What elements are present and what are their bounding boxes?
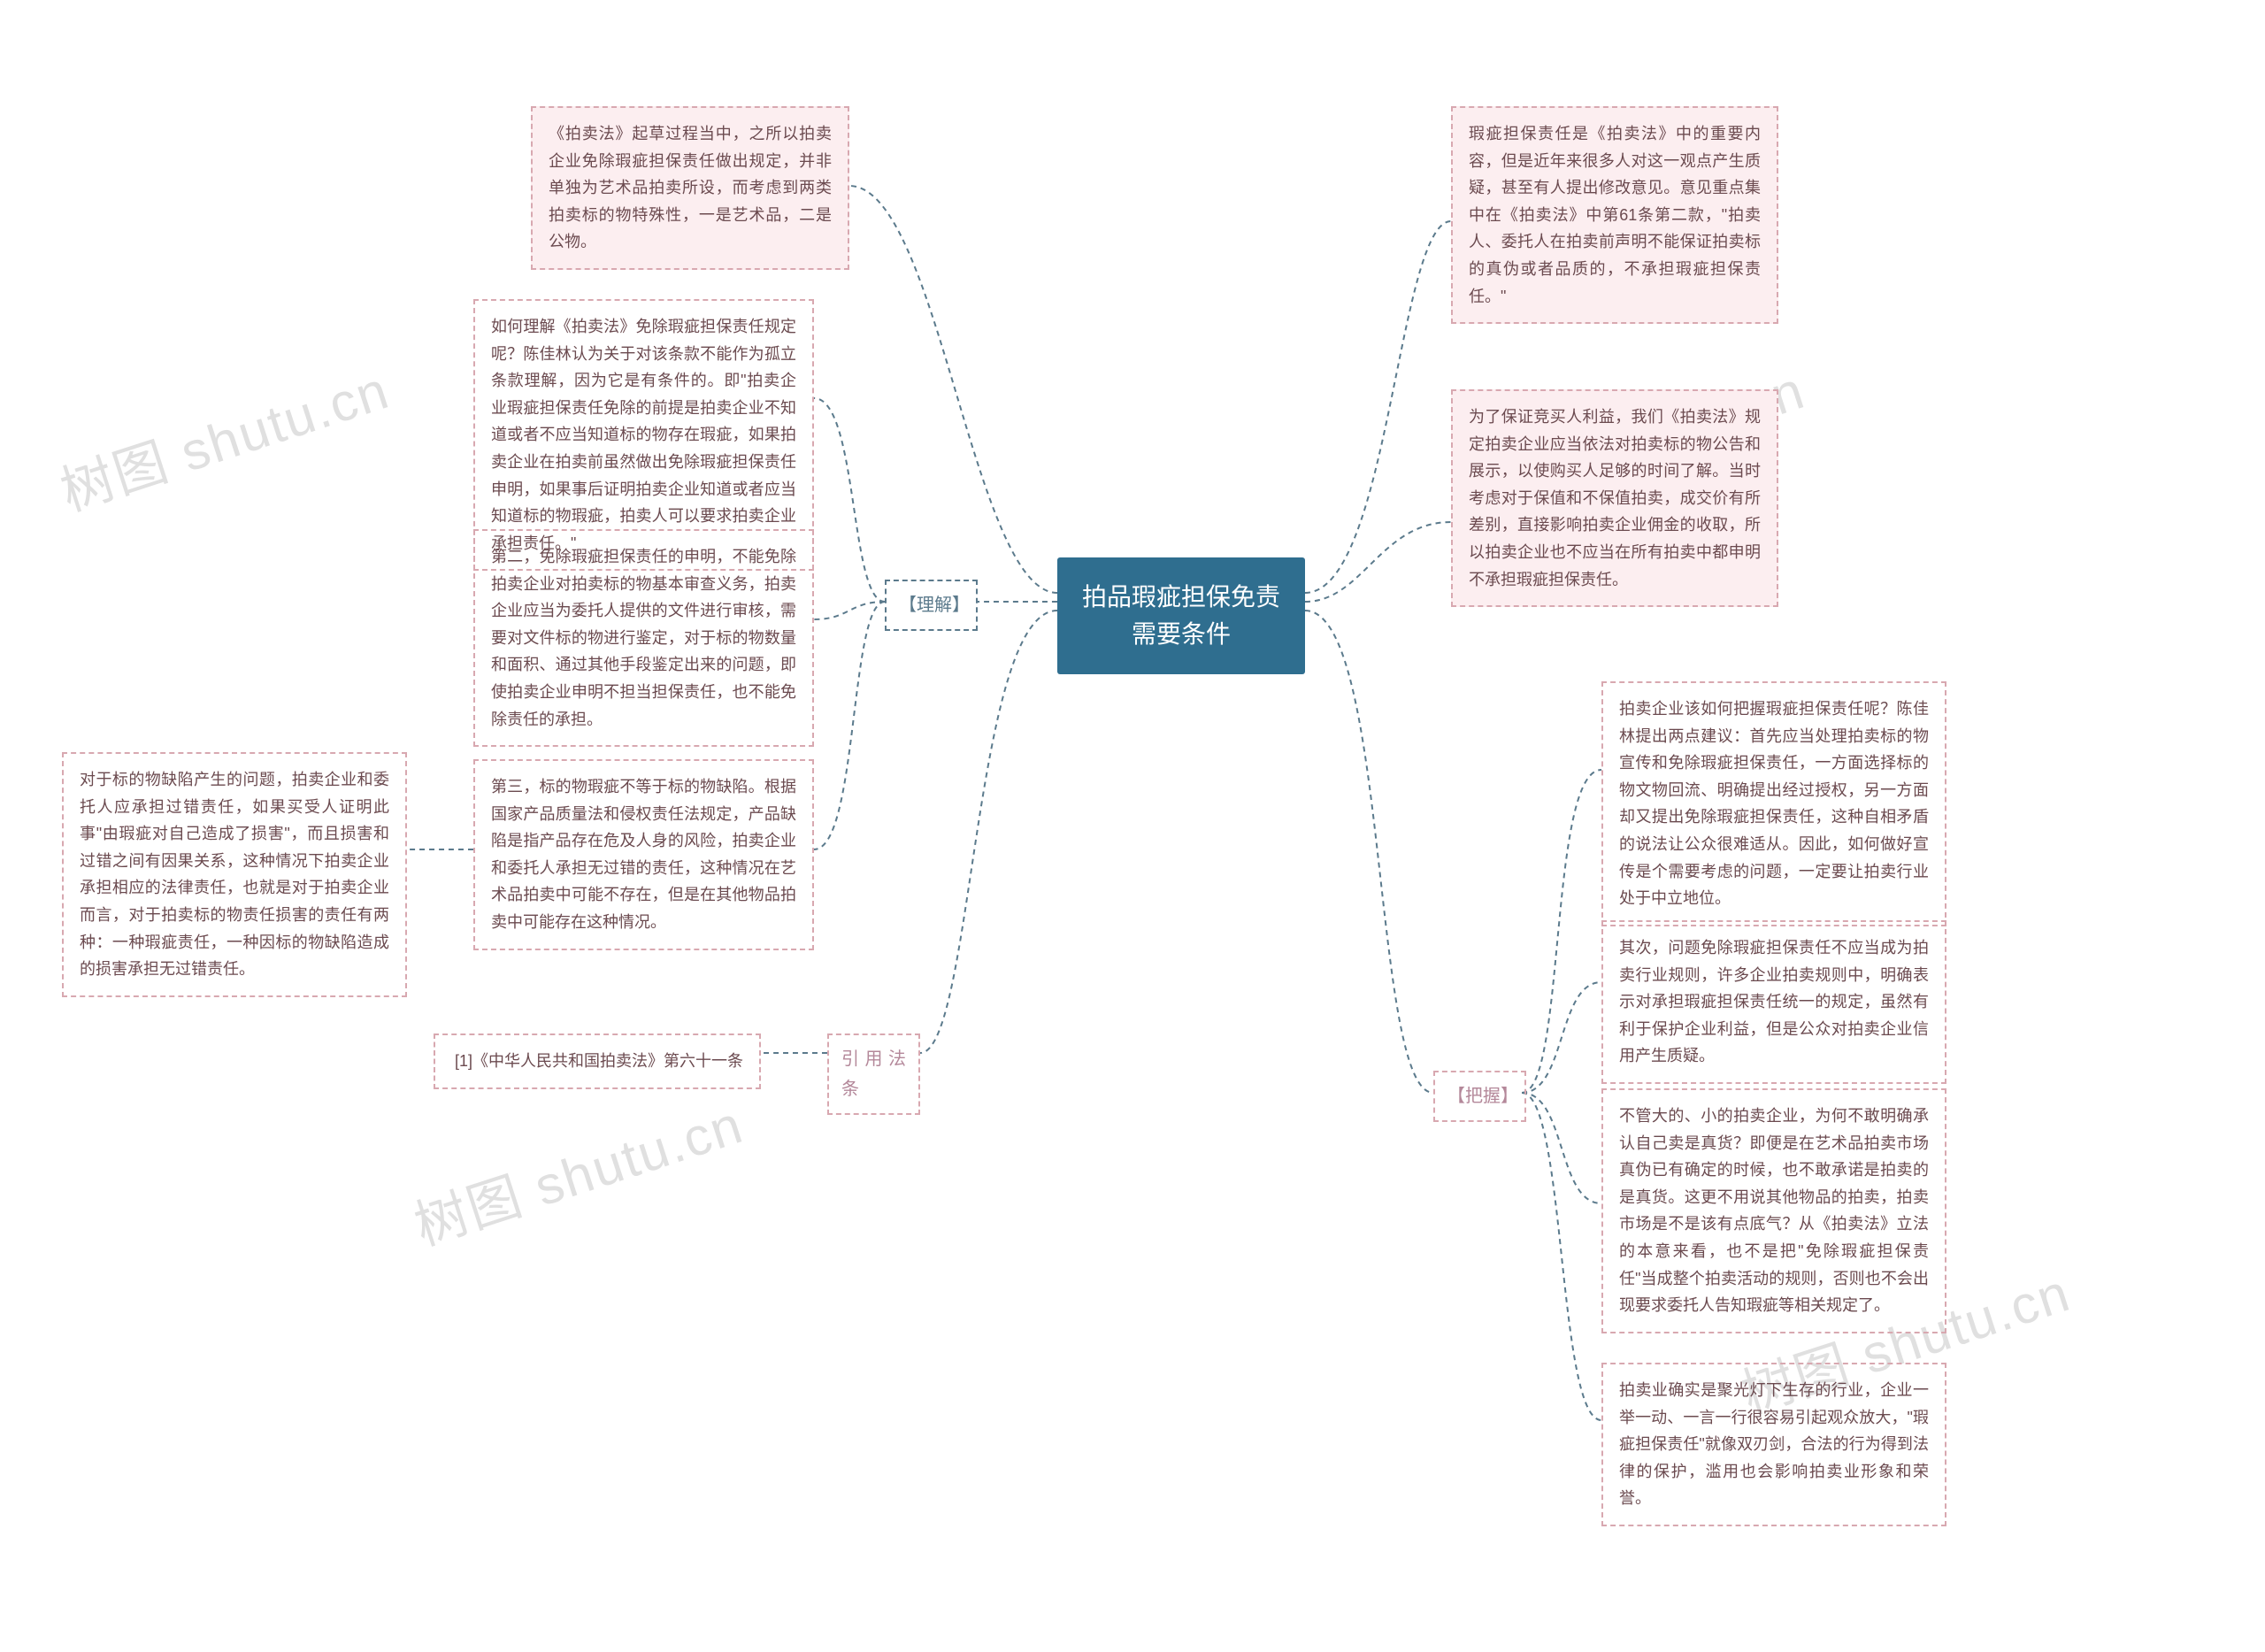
understand-label: 【理解】 bbox=[885, 580, 978, 631]
grasp-item-2: 其次，问题免除瑕疵担保责任不应当成为拍卖行业规则，许多企业拍卖规则中，明确表示对… bbox=[1601, 920, 1946, 1084]
grasp-item-1: 拍卖企业该如何把握瑕疵担保责任呢？陈佳林提出两点建议：首先应当处理拍卖标的物宣传… bbox=[1601, 681, 1946, 926]
watermark: 树图 shutu.cn bbox=[50, 348, 398, 526]
root-node: 拍品瑕疵担保免责需要条件 bbox=[1057, 557, 1305, 674]
left-top-pink: 《拍卖法》起草过程当中，之所以拍卖企业免除瑕疵担保责任做出规定，并非单独为艺术品… bbox=[531, 106, 849, 270]
grasp-label: 【把握】 bbox=[1433, 1071, 1526, 1122]
right-pink-1: 瑕疵担保责任是《拍卖法》中的重要内容，但是近年来很多人对这一观点产生质疑，甚至有… bbox=[1451, 106, 1778, 324]
citation-text: [1]《中华人民共和国拍卖法》第六十一条 bbox=[434, 1033, 761, 1089]
citation-label: 引用法条 bbox=[827, 1033, 920, 1115]
grasp-item-4: 拍卖业确实是聚光灯下生存的行业，企业一举一动、一言一行很容易引起观众放大，"瑕疵… bbox=[1601, 1363, 1946, 1526]
right-pink-2: 为了保证竞买人利益，我们《拍卖法》规定拍卖企业应当依法对拍卖标的物公告和展示，以… bbox=[1451, 389, 1778, 607]
understand-item-2: 第二，免除瑕疵担保责任的申明，不能免除拍卖企业对拍卖标的物基本审查义务，拍卖企业… bbox=[473, 529, 814, 747]
grasp-item-3: 不管大的、小的拍卖企业，为何不敢明确承认自己卖是真货？即便是在艺术品拍卖市场真伪… bbox=[1601, 1088, 1946, 1333]
watermark: 树图 shutu.cn bbox=[403, 1082, 752, 1261]
root-title: 拍品瑕疵担保免责需要条件 bbox=[1082, 583, 1280, 648]
understand-item-3: 第三，标的物瑕疵不等于标的物缺陷。根据国家产品质量法和侵权责任法规定，产品缺陷是… bbox=[473, 759, 814, 950]
far-left-box: 对于标的物缺陷产生的问题，拍卖企业和委托人应承担过错责任，如果买受人证明此事"由… bbox=[62, 752, 407, 997]
